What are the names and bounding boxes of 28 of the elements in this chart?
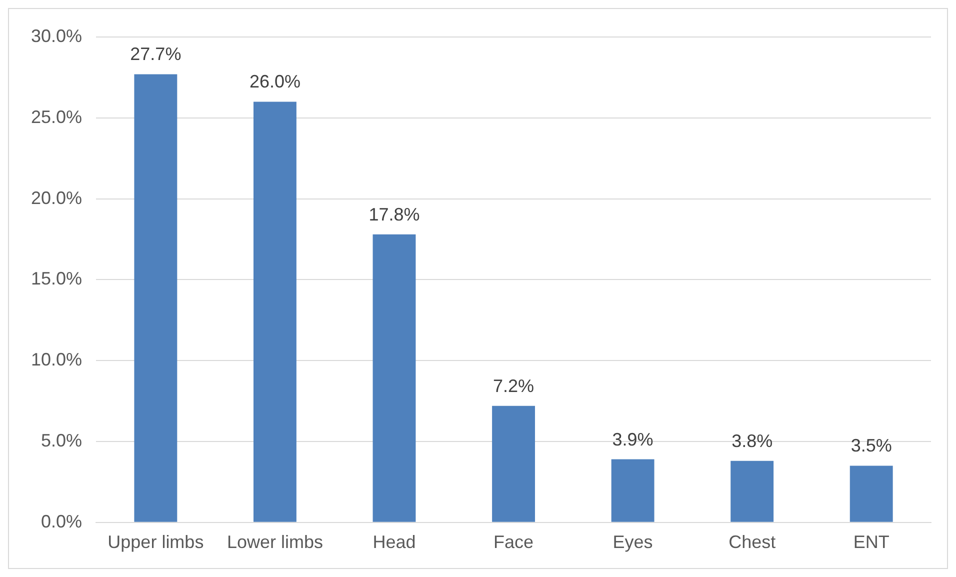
y-tick-label: 0.0%	[41, 511, 82, 532]
bar	[611, 459, 654, 522]
bar	[372, 234, 416, 522]
x-tick-label: Chest	[728, 532, 776, 552]
y-tick-label: 10.0%	[30, 350, 82, 370]
x-tick-label: ENT	[853, 532, 890, 552]
bar	[850, 466, 893, 522]
data-label: 3.5%	[850, 436, 892, 456]
y-tick-label: 5.0%	[41, 430, 82, 450]
y-tick-label: 30.0%	[30, 26, 82, 46]
bar	[134, 74, 178, 522]
data-label: 17.8%	[368, 204, 420, 224]
data-label: 3.9%	[612, 429, 654, 450]
data-label: 27.7%	[130, 44, 182, 64]
data-label: 3.8%	[732, 430, 773, 451]
data-label: 7.2%	[493, 376, 534, 396]
y-tick-label: 15.0%	[30, 268, 82, 289]
x-tick-label: Head	[372, 532, 416, 552]
x-tick-label: Lower limbs	[226, 532, 323, 552]
x-tick-label: Eyes	[612, 532, 653, 552]
x-tick-label: Face	[494, 532, 534, 552]
y-tick-label: 25.0%	[30, 106, 82, 127]
data-label: 26.0%	[249, 72, 300, 92]
bar	[730, 460, 774, 522]
bar	[253, 102, 296, 522]
bar	[492, 406, 535, 522]
x-tick-label: Upper limbs	[108, 532, 204, 552]
y-tick-label: 20.0%	[30, 188, 82, 208]
